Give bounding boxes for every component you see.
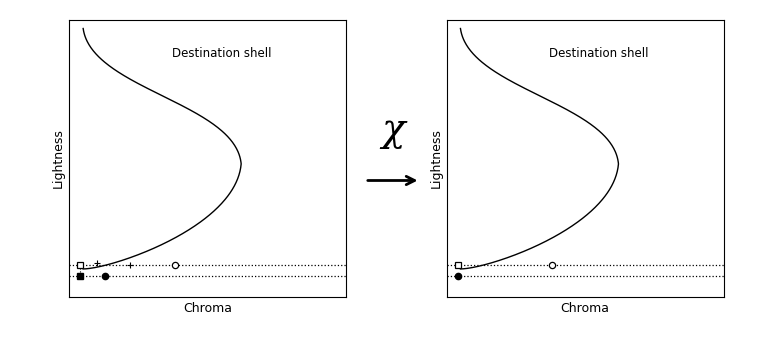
Text: Destination shell: Destination shell bbox=[172, 47, 272, 60]
Text: Destination shell: Destination shell bbox=[549, 47, 649, 60]
X-axis label: Chroma: Chroma bbox=[561, 302, 610, 315]
Y-axis label: Lightness: Lightness bbox=[430, 128, 443, 188]
Y-axis label: Lightness: Lightness bbox=[52, 128, 65, 188]
Text: χ: χ bbox=[381, 112, 404, 149]
X-axis label: Chroma: Chroma bbox=[183, 302, 233, 315]
